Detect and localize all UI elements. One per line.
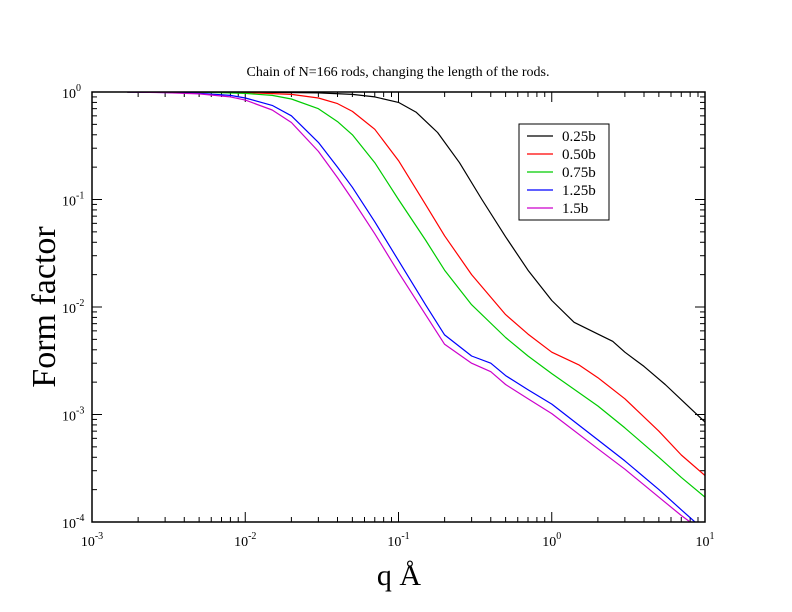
y-tick-label: 10-2	[62, 298, 84, 317]
y-tick-exponent: -1	[76, 191, 84, 202]
legend-label: 1.25b	[562, 183, 596, 199]
legend-label: 0.25b	[562, 129, 596, 145]
y-tick-label: 100	[62, 83, 81, 102]
y-tick-label: 10-3	[62, 406, 84, 425]
legend-label: 1.5b	[562, 201, 588, 217]
x-tick-exponent: -2	[248, 531, 256, 542]
y-tick-exponent: -2	[76, 298, 84, 309]
series-layer	[127, 92, 705, 522]
x-axis-label: q Å	[377, 559, 422, 592]
series-line-1.25b	[127, 92, 696, 522]
x-tick-label: 10-1	[387, 531, 409, 550]
y-tick-exponent: -3	[76, 406, 84, 417]
legend-label: 0.75b	[562, 165, 596, 181]
y-axis-label: Form factor	[26, 226, 63, 388]
x-tick-label: 10-2	[234, 531, 256, 550]
y-tick-exponent: 0	[76, 83, 81, 94]
plot-frame	[91, 91, 706, 523]
series-line-0.75b	[127, 92, 705, 498]
series-line-0.50b	[127, 92, 705, 477]
x-tick-label: 101	[696, 531, 715, 550]
x-tick-exponent: 0	[556, 531, 561, 542]
series-line-1.5b	[127, 92, 691, 522]
legend-label: 0.50b	[562, 147, 596, 163]
x-tick-exponent: -3	[95, 531, 103, 542]
y-tick-label: 10-4	[62, 513, 84, 532]
y-tick-exponent: -4	[76, 513, 84, 524]
x-tick-label: 10-3	[81, 531, 103, 550]
series-line-0.25b	[127, 92, 705, 423]
chart-title: Chain of N=166 rods, changing the length…	[246, 65, 549, 80]
y-tick-label: 10-1	[62, 191, 84, 210]
x-tick-exponent: -1	[401, 531, 409, 542]
x-tick-label: 100	[542, 531, 561, 550]
legend: 0.25b 0.50b 0.75b 1.25b 1.5b	[518, 123, 610, 221]
x-tick-exponent: 1	[710, 531, 715, 542]
